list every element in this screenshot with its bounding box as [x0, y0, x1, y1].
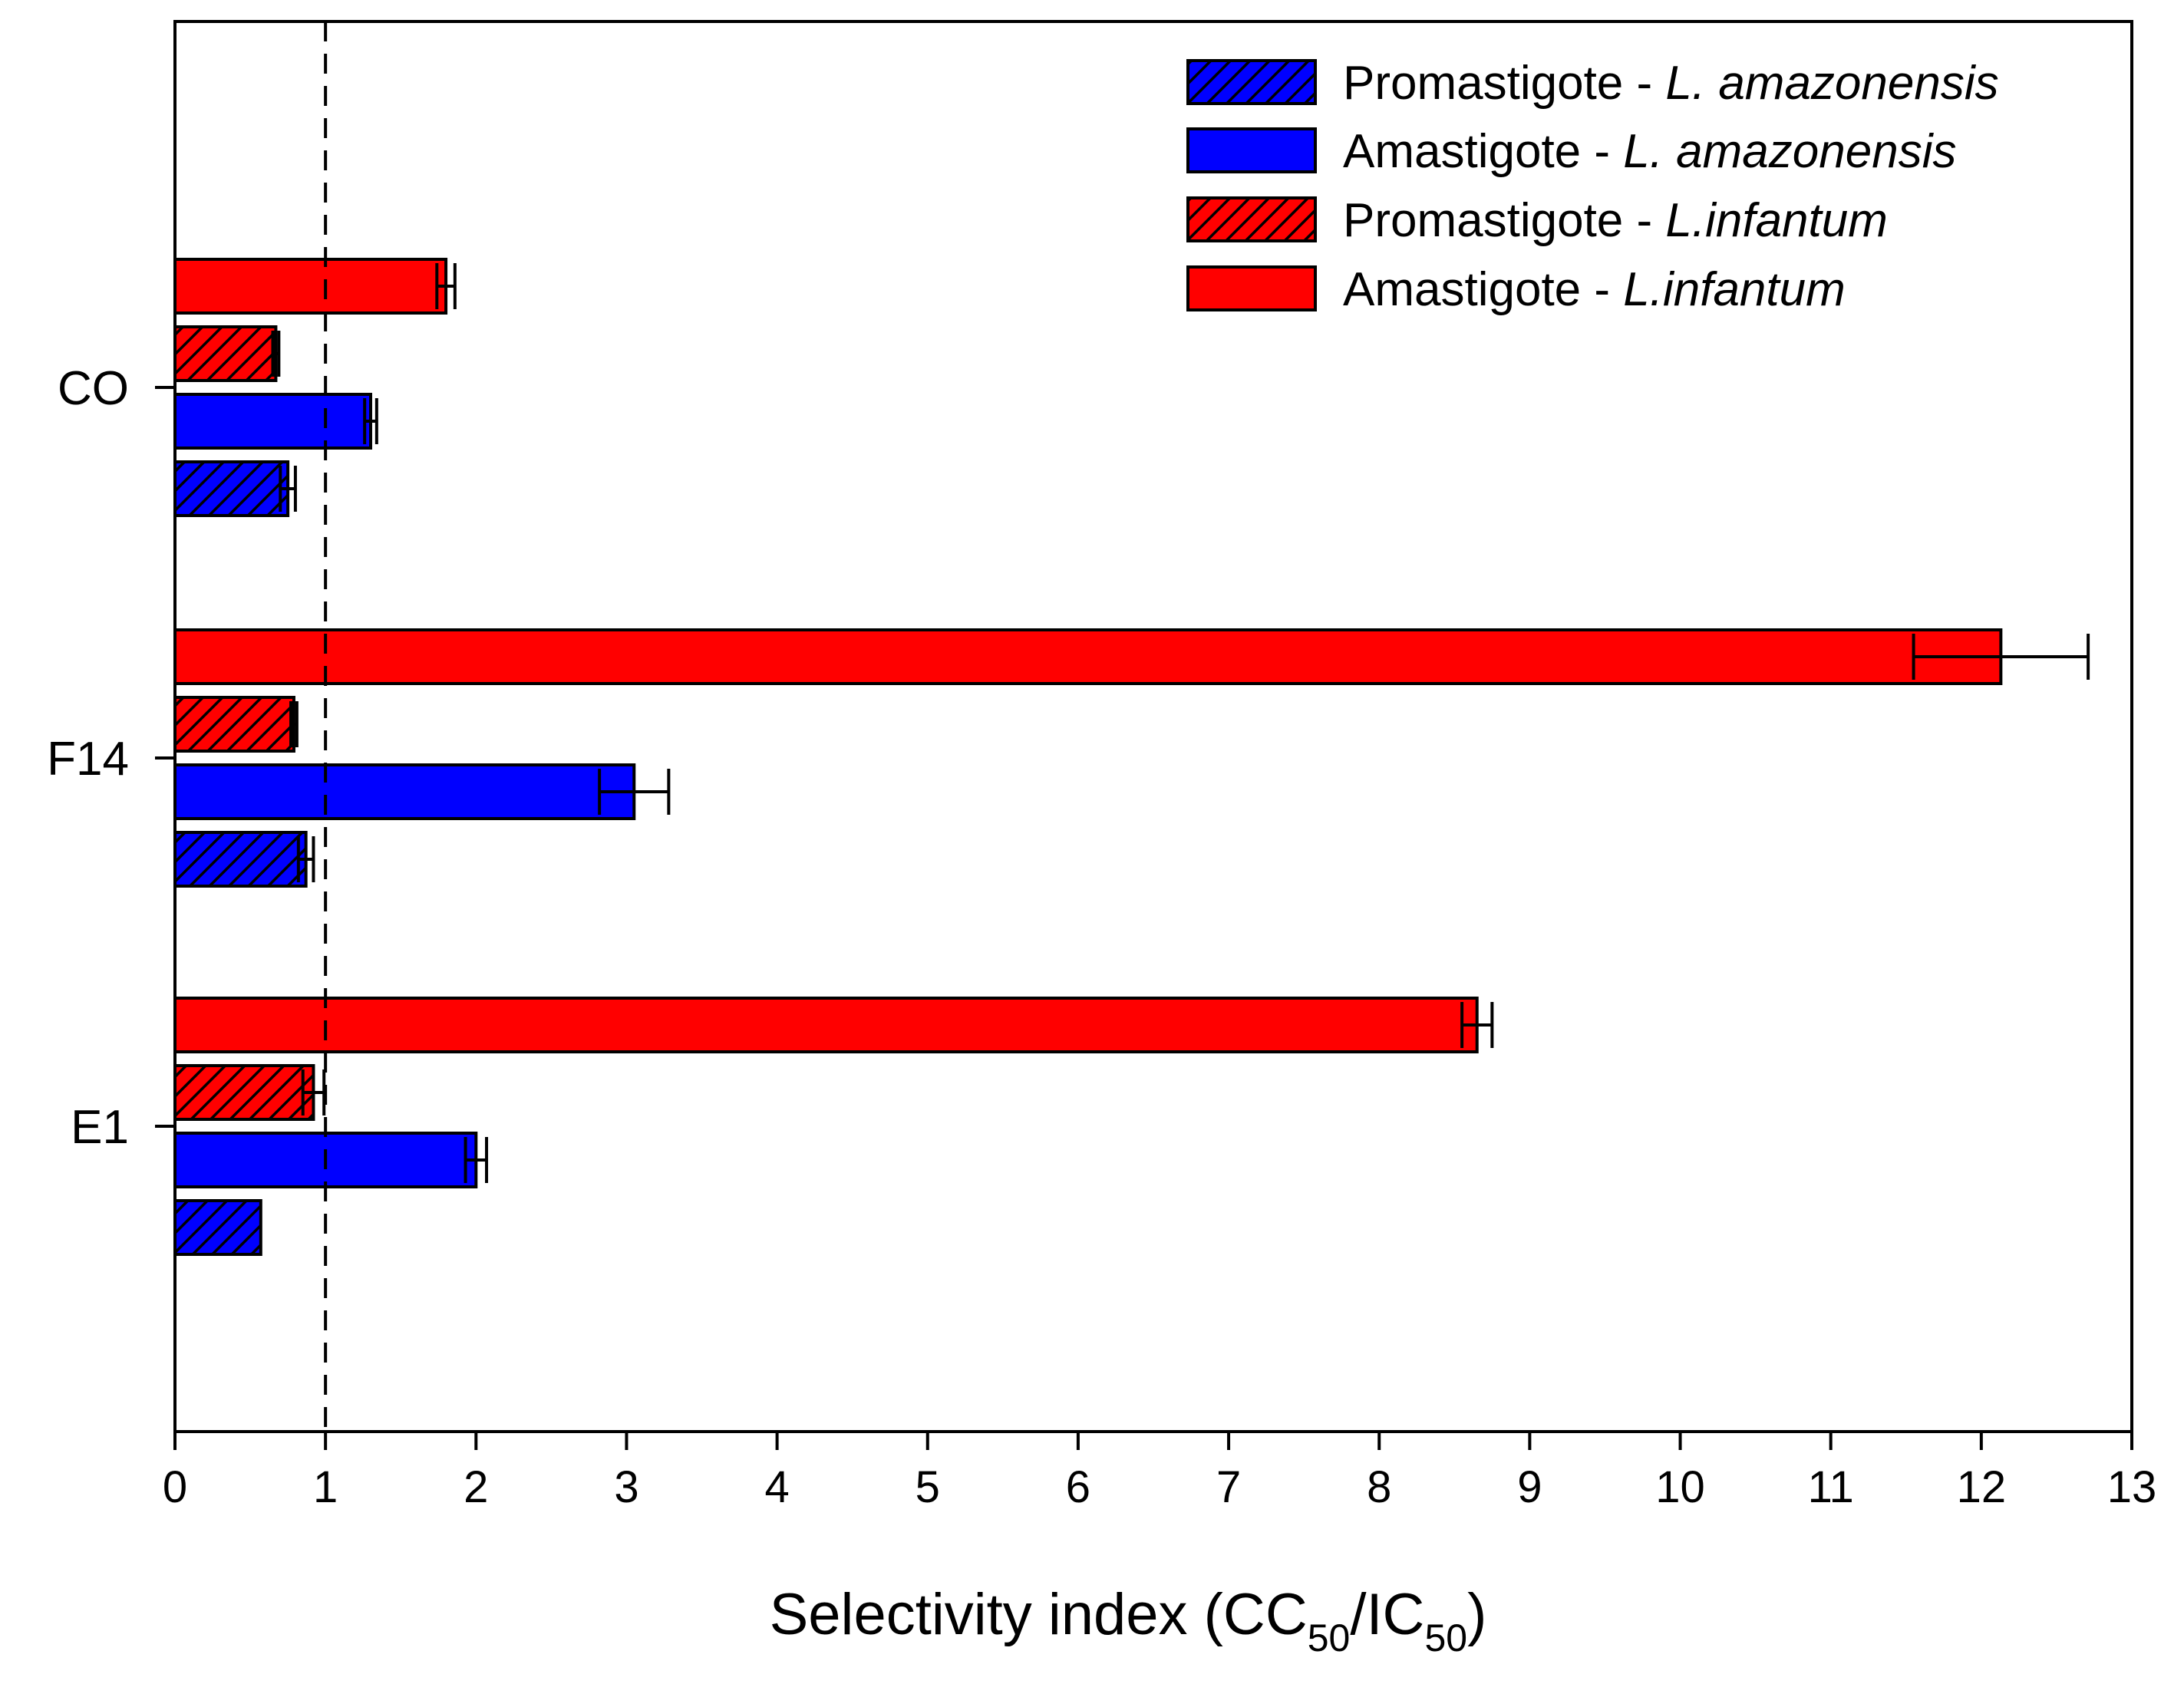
category-label-e1: E1	[71, 1101, 129, 1154]
bar-co-series-3	[173, 258, 448, 315]
legend-stage: Amastigote -	[1343, 263, 1623, 316]
bar-co-series-2	[173, 325, 278, 382]
plot-frame	[173, 20, 2133, 1433]
bar-f14-series-1	[173, 763, 636, 820]
legend: Promastigote - L. amazonensisAmastigote …	[1186, 57, 1999, 316]
legend-stage: Amastigote -	[1343, 125, 1623, 178]
bar-e1-series-0	[173, 1199, 262, 1256]
bar-co-series-1	[173, 393, 372, 450]
legend-stage: Promastigote -	[1343, 194, 1665, 247]
legend-swatch	[1186, 196, 1317, 242]
legend-label: Promastigote - L. amazonensis	[1343, 57, 1999, 110]
category-label-co: CO	[58, 362, 129, 415]
x-tick-label: 13	[2107, 1462, 2157, 1512]
legend-label: Amastigote - L.infantum	[1343, 263, 1846, 316]
x-tick-label: 1	[313, 1462, 338, 1512]
x-tick-label: 0	[163, 1462, 187, 1512]
x-tick-label: 11	[1808, 1462, 1854, 1512]
category-label-f14: F14	[47, 733, 129, 786]
x-tick-label: 4	[764, 1462, 789, 1512]
x-tick-label: 3	[614, 1462, 638, 1512]
bar-f14-series-0	[173, 831, 308, 888]
bars	[173, 258, 2090, 1256]
x-tick-label: 7	[1216, 1462, 1241, 1512]
x-axis-title: Selectivity index (CC50/IC50)	[770, 1582, 1487, 1659]
x-tick-label: 12	[1957, 1462, 2007, 1512]
x-tick-label: 5	[915, 1462, 940, 1512]
legend-label: Amastigote - L. amazonensis	[1343, 125, 1957, 178]
bar-e1-series-2	[173, 1064, 315, 1121]
legend-stage: Promastigote -	[1343, 57, 1665, 110]
x-tick-label: 6	[1066, 1462, 1090, 1512]
legend-species: L.infantum	[1623, 263, 1846, 316]
bar-f14-series-3	[173, 628, 2003, 685]
legend-species: L.infantum	[1665, 194, 1888, 247]
legend-swatch	[1186, 265, 1317, 311]
legend-species: L. amazonensis	[1623, 125, 1956, 178]
bar-co-series-0	[173, 460, 290, 517]
legend-species: L. amazonensis	[1665, 57, 1998, 110]
legend-swatch	[1186, 127, 1317, 173]
x-tick-label: 2	[464, 1462, 488, 1512]
legend-label: Promastigote - L.infantum	[1343, 194, 1888, 247]
bar-e1-series-3	[173, 997, 1479, 1053]
x-tick-label: 8	[1367, 1462, 1391, 1512]
legend-swatch	[1186, 59, 1317, 105]
bar-f14-series-2	[173, 696, 295, 753]
x-tick-label: 9	[1517, 1462, 1542, 1512]
x-tick-label: 10	[1655, 1462, 1705, 1512]
